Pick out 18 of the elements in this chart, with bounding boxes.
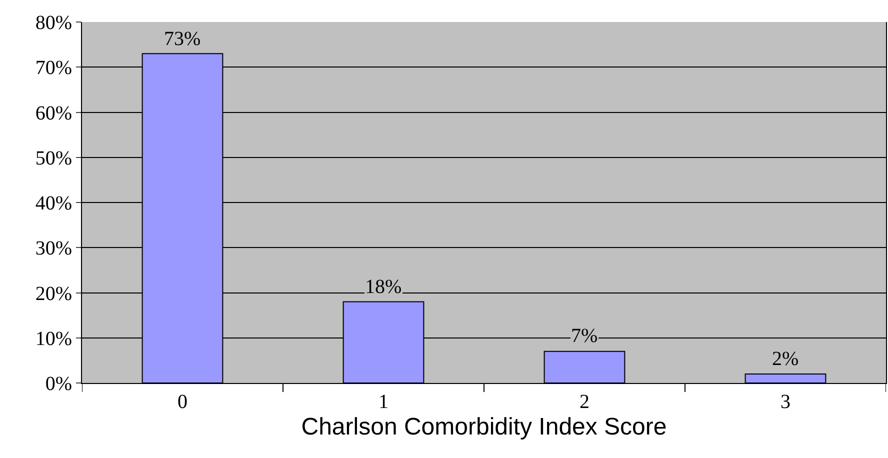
- y-tick-label: 30%: [35, 238, 72, 260]
- data-label: 73%: [164, 28, 201, 50]
- x-tick-label: 3: [780, 391, 790, 413]
- x-tick-label: 0: [178, 391, 188, 413]
- x-axis-title: Charlson Comorbidity Index Score: [301, 413, 667, 440]
- data-label: 2%: [772, 348, 799, 370]
- data-label: 18%: [365, 276, 402, 298]
- x-tick-label: 1: [378, 391, 388, 413]
- y-tick-label: 0%: [45, 373, 72, 395]
- x-tick-label: 2: [580, 391, 590, 413]
- y-tick-label: 80%: [35, 12, 72, 34]
- data-label: 7%: [571, 325, 598, 347]
- y-tick-label: 70%: [35, 57, 72, 80]
- y-tick-label: 10%: [35, 328, 72, 350]
- y-tick-label: 20%: [35, 282, 72, 305]
- y-tick-label: 50%: [35, 147, 72, 170]
- y-tick-label: 40%: [35, 192, 72, 214]
- y-tick-label: 60%: [35, 102, 72, 124]
